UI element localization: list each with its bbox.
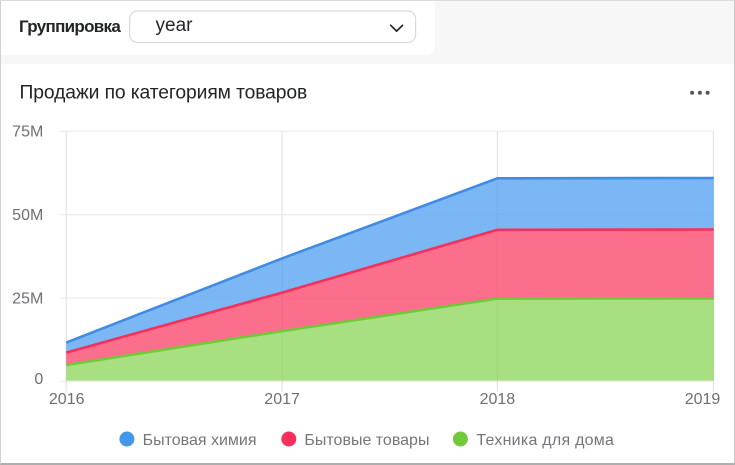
svg-text:75M: 75M [12, 124, 43, 141]
svg-text:year: year [156, 15, 194, 36]
svg-text:Техника для дома: Техника для дома [476, 432, 614, 449]
svg-text:25M: 25M [12, 290, 43, 307]
svg-text:2017: 2017 [264, 391, 300, 408]
svg-text:2016: 2016 [49, 391, 85, 408]
svg-text:Бытовая химия: Бытовая химия [143, 432, 257, 449]
svg-text:2018: 2018 [480, 391, 516, 408]
svg-text:0: 0 [34, 371, 43, 388]
svg-text:2019: 2019 [685, 391, 721, 408]
svg-text:Бытовые товары: Бытовые товары [304, 432, 429, 449]
svg-text:50M: 50M [12, 207, 43, 224]
svg-text:Группировка: Группировка [19, 17, 121, 36]
svg-text:Продажи по категориям товаров: Продажи по категориям товаров [20, 82, 308, 103]
